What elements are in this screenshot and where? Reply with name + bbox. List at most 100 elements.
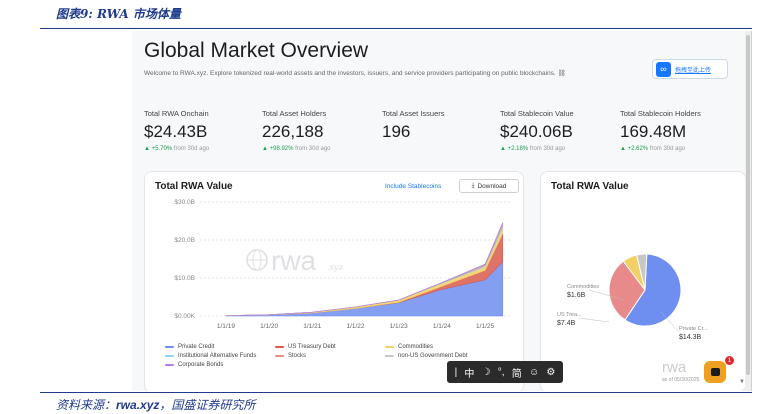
stat-value: 196 xyxy=(382,122,411,141)
scroll-down-arrow-icon[interactable]: ▼ xyxy=(739,379,745,385)
source-suffix: ，国盛证券研究所 xyxy=(159,398,256,412)
upload-button[interactable]: ∞ 拖拽至此上传 xyxy=(652,59,728,79)
stat-label: Total Asset Issuers xyxy=(382,109,445,118)
pie-label-leader xyxy=(588,289,626,301)
legend-item: US Treasury Debt xyxy=(275,344,336,350)
x-tick-label: 1/1/20 xyxy=(260,323,278,330)
stat-total-rwa-onchain: Total RWA Onchain $24.43B ▲ +5.70% from 30… xyxy=(144,109,262,152)
source-name: rwa.xyz xyxy=(116,398,160,412)
stat-change-percent: ▲ +2.62% xyxy=(620,146,649,152)
ime-toolbar-item-1[interactable]: 中 xyxy=(464,368,475,380)
pie-slice-private-credit xyxy=(624,253,682,327)
stat-value: $24.43B xyxy=(144,122,208,141)
stat-total-asset-holders: Total Asset Holders 226,188 ▲ +98.92% from… xyxy=(262,109,380,152)
pie-card-title: Total RWA Value xyxy=(551,181,629,192)
ime-toolbar: | 中 ☽ °, 简 ☺ ⚙ xyxy=(447,361,563,383)
stat-change-period: from 30d ago xyxy=(172,146,210,152)
x-tick-label: 1/1/24 xyxy=(433,323,451,330)
stat-change-percent: ▲ +2.18% xyxy=(500,146,529,152)
stat-value: $240.06B xyxy=(500,122,573,141)
rwa-value-area-card: Total RWA Value Include Stablecoins ⤓ Do… xyxy=(144,171,524,391)
legend-label: Corporate Bonds xyxy=(178,362,224,368)
ime-toolbar-item-6[interactable]: ⚙ xyxy=(546,366,556,378)
include-stablecoins-link[interactable]: Include Stablecoins xyxy=(385,183,442,190)
pie-label-value: $7.4B xyxy=(557,320,576,327)
y-tick-label: $20.0B xyxy=(174,237,195,244)
stat-label: Total RWA Onchain xyxy=(144,109,209,118)
legend-label: Stocks xyxy=(288,353,307,359)
legend-swatch xyxy=(385,355,394,357)
page-title: Global Market Overview xyxy=(144,39,369,62)
stat-change-period: from 30d ago xyxy=(648,146,686,152)
vertical-scrollbar[interactable] xyxy=(745,31,751,391)
x-tick-label: 1/1/22 xyxy=(346,323,364,330)
y-tick-label: $30.0B xyxy=(174,199,195,206)
stat-label: Total Stablecoin Holders xyxy=(620,109,701,118)
legend-swatch xyxy=(165,346,174,348)
legend-label: non-US Government Debt xyxy=(398,353,468,359)
download-button[interactable]: ⤓ Download xyxy=(459,179,519,193)
x-tick-label: 1/1/21 xyxy=(303,323,321,330)
stat-change: ▲ +2.62% from 30d ago xyxy=(620,146,738,152)
pie-date-label: as of 05/30/2025 xyxy=(662,377,700,383)
ime-toolbar-item-2[interactable]: ☽ xyxy=(481,366,491,378)
stat-change-period: from 30d ago xyxy=(293,146,331,152)
stat-label: Total Stablecoin Value xyxy=(500,109,574,118)
y-tick-label: $10.0B xyxy=(174,275,195,282)
area-card-title: Total RWA Value xyxy=(155,181,233,192)
pie-label-value: $14.3B xyxy=(679,334,702,341)
globe-icon xyxy=(246,249,268,271)
pie-slice-us-treasury-debt xyxy=(608,260,646,321)
legend-swatch xyxy=(385,346,394,348)
area-series-corporate-bonds xyxy=(225,222,504,316)
figure-source: 资料来源：rwa.xyz，国盛证券研究所 xyxy=(56,396,255,413)
pie-label-name: Private Cr... xyxy=(679,326,708,332)
legend-item: Stocks xyxy=(275,353,306,359)
scrollbar-thumb[interactable] xyxy=(746,35,750,375)
y-tick-label: $0.00K xyxy=(174,313,195,320)
legend-swatch xyxy=(165,355,174,357)
watermark-suffix: .xyz xyxy=(327,262,344,272)
legend-item: non-US Government Debt xyxy=(385,353,467,359)
legend-label: US Treasury Debt xyxy=(288,344,336,350)
stat-value: 226,188 xyxy=(262,122,324,141)
stat-change: ▲ +98.92% from 30d ago xyxy=(262,146,380,152)
source-prefix: 资料来源： xyxy=(56,398,117,412)
ime-toolbar-item-5[interactable]: ☺ xyxy=(528,366,540,378)
legend-item: Corporate Bonds xyxy=(165,362,223,368)
source-divider xyxy=(40,392,752,393)
screenshot-panel: Global Market Overview Welcome to RWA.xy… xyxy=(132,31,752,391)
area-series-private-credit xyxy=(225,260,504,317)
upload-button-label: 拖拽至此上传 xyxy=(675,67,712,74)
stat-change-period: from 30d ago xyxy=(528,146,566,152)
pie-slice-other xyxy=(636,253,648,291)
legend-item: Commodities xyxy=(385,344,433,350)
pie-watermark: rwa xyxy=(662,359,687,376)
stat-label: Total Asset Holders xyxy=(262,109,327,118)
ime-toolbar-item-3[interactable]: °, xyxy=(497,366,505,378)
x-tick-label: 1/1/25 xyxy=(476,323,494,330)
legend-swatch xyxy=(275,355,284,357)
pie-label-name: US Trea... xyxy=(557,312,582,318)
pie-label-leader xyxy=(578,317,610,323)
stat-total-stablecoin-value: Total Stablecoin Value $240.06B ▲ +2.18% f… xyxy=(500,109,618,152)
ime-toolbar-item-4[interactable]: 简 xyxy=(511,368,522,380)
pie-label-name: Commodities xyxy=(567,284,599,290)
stat-change-percent: ▲ +98.92% xyxy=(262,146,294,152)
figure-caption: 图表9: RWA 市场体量 xyxy=(56,7,181,21)
caption-divider xyxy=(40,28,752,29)
stat-value: 169.48M xyxy=(620,122,687,141)
x-tick-label: 1/1/23 xyxy=(390,323,408,330)
rwa-value-pie-card: Total RWA Value Private Cr... $14.3B US Tr… xyxy=(540,171,746,391)
legend-label: Institutional Alternative Funds xyxy=(178,353,257,359)
notification-badge: 1 xyxy=(725,356,734,365)
watermark-text: rwa xyxy=(271,245,317,276)
pie-chart: Private Cr... $14.3B US Trea... $7.4B Commod… xyxy=(557,253,708,341)
legend-swatch xyxy=(165,364,174,366)
chat-button[interactable] xyxy=(704,361,726,383)
stat-total-stablecoin-holders: Total Stablecoin Holders 169.48M ▲ +2.62% … xyxy=(620,109,738,152)
ime-toolbar-item-0[interactable]: | xyxy=(454,366,458,378)
download-button-label: Download xyxy=(477,182,507,190)
stat-change: ▲ +5.70% from 30d ago xyxy=(144,146,262,152)
legend-label: Commodities xyxy=(398,344,434,350)
